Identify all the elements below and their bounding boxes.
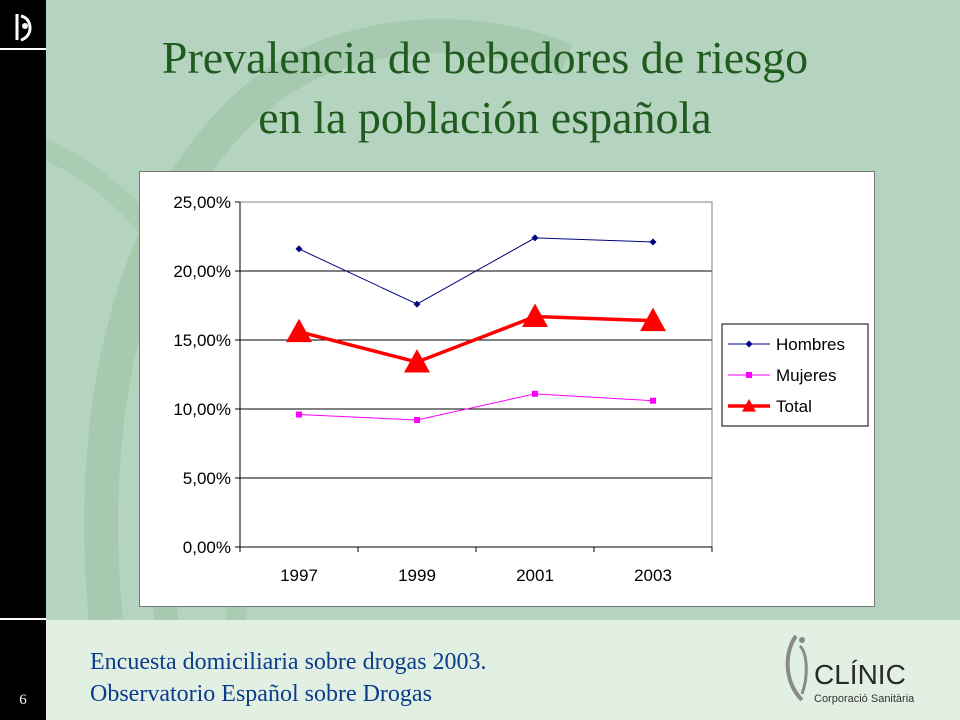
data-point [650,397,656,404]
y-tick-label: 5,00% [183,469,231,488]
x-tick-label: 2001 [516,566,554,585]
legend-label: Total [776,397,812,416]
series-line [298,237,654,305]
y-tick-label: 25,00% [173,193,231,212]
x-tick-label: 1997 [280,566,318,585]
data-point [640,307,666,332]
y-tick-label: 0,00% [183,538,231,557]
data-point [649,238,657,246]
data-point [414,417,420,424]
sidebar-divider [0,618,46,620]
clinic-logo-text: CLÍNIC [814,659,906,690]
plot-area [239,201,713,548]
data-point [413,300,421,308]
source-note: Encuesta domiciliaria sobre drogas 2003.… [90,646,487,710]
data-point [532,390,538,397]
y-tick-label: 10,00% [173,400,231,419]
clinic-logo-icon [785,634,804,702]
hospital-logo-icon [8,6,38,46]
data-point [746,372,752,378]
x-tick-label: 2003 [634,566,672,585]
data-point [296,411,302,418]
series-line [298,314,654,364]
data-point [522,303,548,327]
data-point [404,349,430,373]
y-tick-label: 20,00% [173,262,231,281]
data-point [745,340,753,348]
left-sidebar-bar: 6 [0,0,46,720]
data-point [531,234,539,242]
series-line [298,393,654,421]
y-tick-label: 15,00% [173,331,231,350]
source-line-1: Encuesta domiciliaria sobre drogas 2003. [90,649,487,675]
clinic-logo: CLÍNIC Corporació Sanitària [785,634,915,705]
legend-label: Mujeres [776,366,836,385]
data-point [286,318,312,343]
title-line-2: en la población española [258,92,712,143]
data-point [295,245,303,253]
data-point [742,399,756,412]
clinic-logo-subtext: Corporació Sanitària [814,693,915,705]
chart-container: 0,00% 5,00% 10,00% 15,00% 20,00% 25,00% 1997 19… [139,171,875,607]
page-number: 6 [19,692,27,708]
source-line-2: Observatorio Español sobre Drogas [90,681,432,707]
x-tick-label: 1999 [398,566,436,585]
line-chart: 0,00% 5,00% 10,00% 15,00% 20,00% 25,00% 1997 19… [173,193,869,585]
slide-title: Prevalencia de bebedores de riesgo en la… [60,28,910,148]
legend-label: Hombres [776,335,845,354]
sidebar-divider [0,48,46,50]
title-line-1: Prevalencia de bebedores de riesgo [161,32,809,83]
